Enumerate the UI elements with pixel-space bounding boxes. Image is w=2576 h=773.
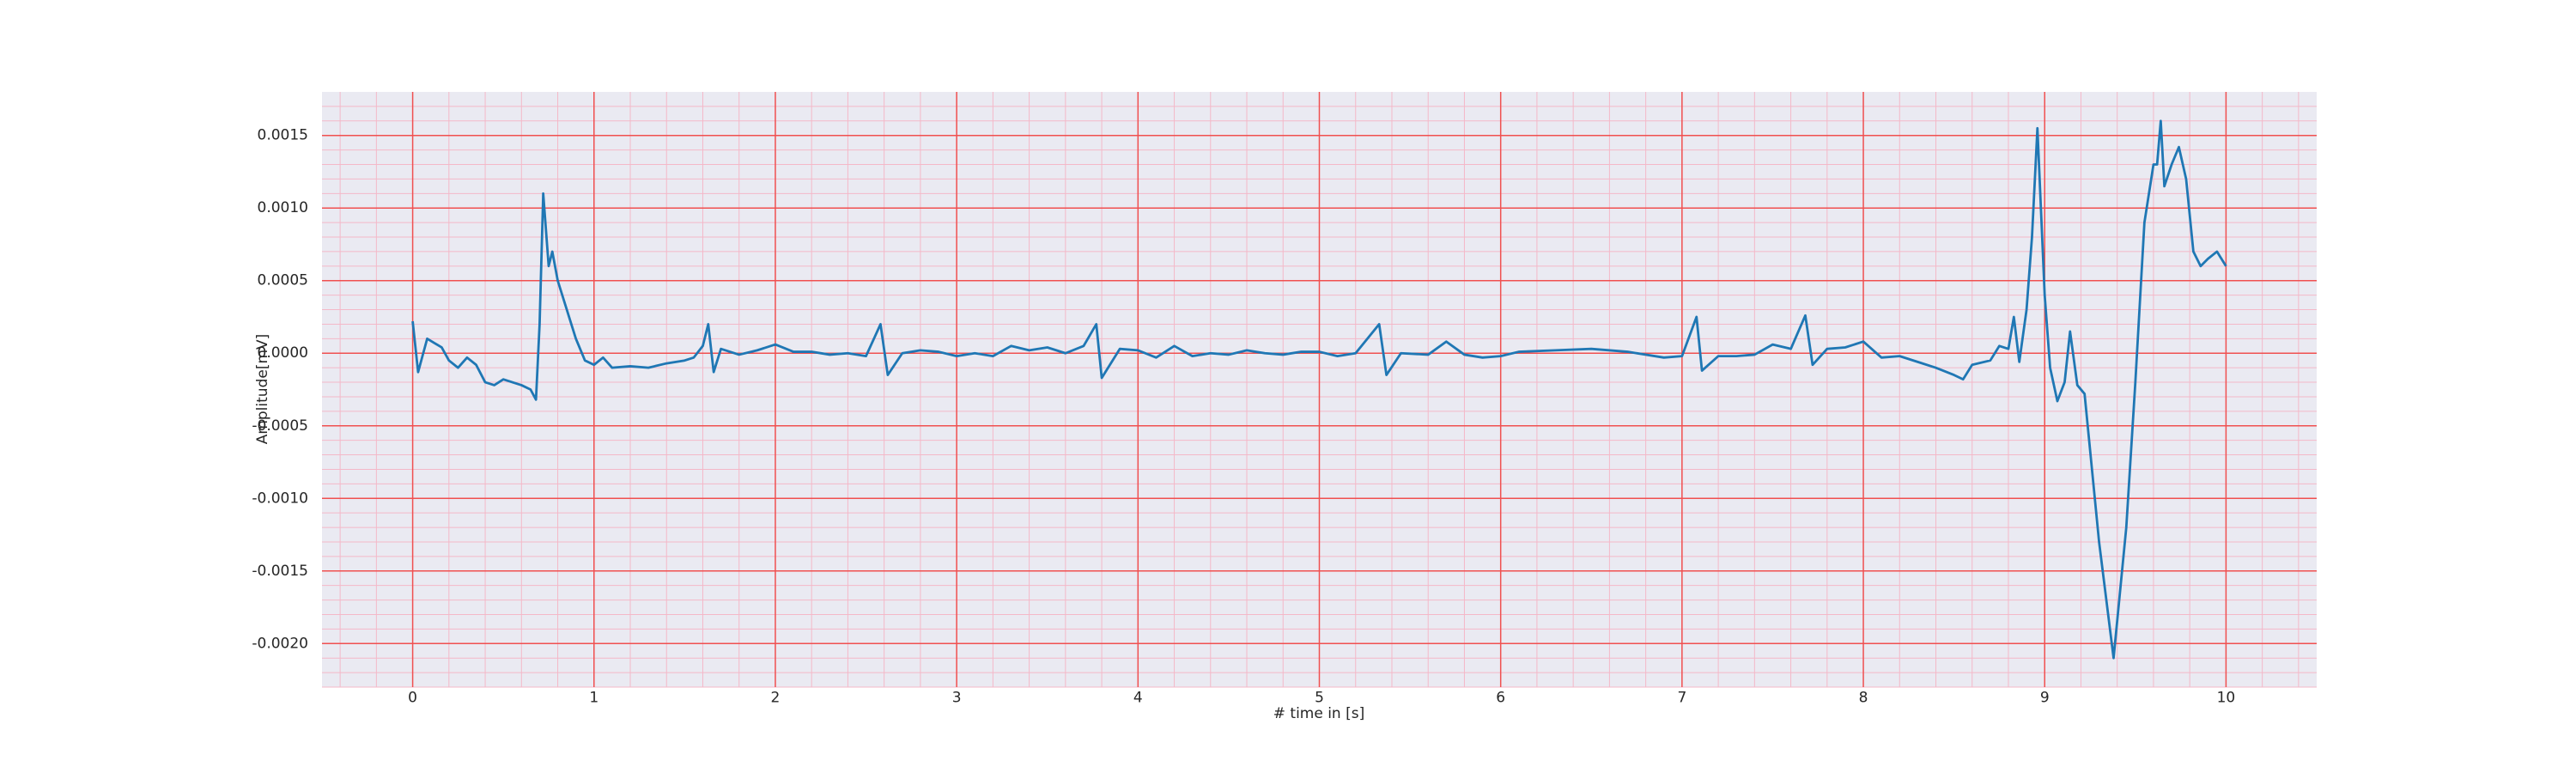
y-tick-label: -0.0015 — [252, 563, 308, 580]
y-tick-label: 0.0010 — [258, 199, 308, 216]
x-tick-label: 1 — [589, 690, 598, 707]
x-tick-label: 3 — [952, 690, 962, 707]
y-tick-label: -0.0005 — [252, 417, 308, 435]
x-tick-label: 5 — [1315, 690, 1324, 707]
x-tick-label: 0 — [408, 690, 417, 707]
x-tick-label: 8 — [1859, 690, 1868, 707]
y-tick-label: -0.0020 — [252, 635, 308, 652]
x-axis-label: # time in [s] — [1273, 705, 1364, 722]
x-tick-label: 6 — [1496, 690, 1505, 707]
y-tick-label: 0.0005 — [258, 272, 308, 289]
line-series — [411, 119, 2227, 660]
x-tick-label: 2 — [771, 690, 781, 707]
x-tick-label: 10 — [2217, 690, 2236, 707]
y-tick-label: 0.0000 — [258, 344, 308, 362]
x-tick-label: 7 — [1677, 690, 1686, 707]
y-tick-label: -0.0010 — [252, 490, 308, 507]
y-tick-label: 0.0015 — [258, 127, 308, 144]
x-tick-label: 4 — [1133, 690, 1143, 707]
x-tick-label: 9 — [2040, 690, 2050, 707]
y-axis-label: Amplitude[mV] — [254, 334, 271, 445]
